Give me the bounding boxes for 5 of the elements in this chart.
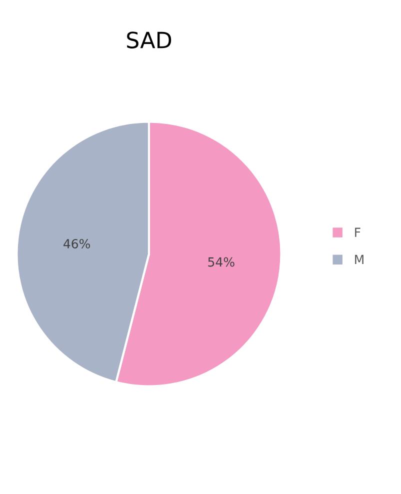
chart-title: SAD	[127, 32, 172, 48]
data-label: 46%	[64, 239, 90, 248]
data-label: 54%	[208, 257, 234, 267]
legend-label: M	[355, 254, 364, 264]
legend-label: F	[355, 228, 360, 237]
